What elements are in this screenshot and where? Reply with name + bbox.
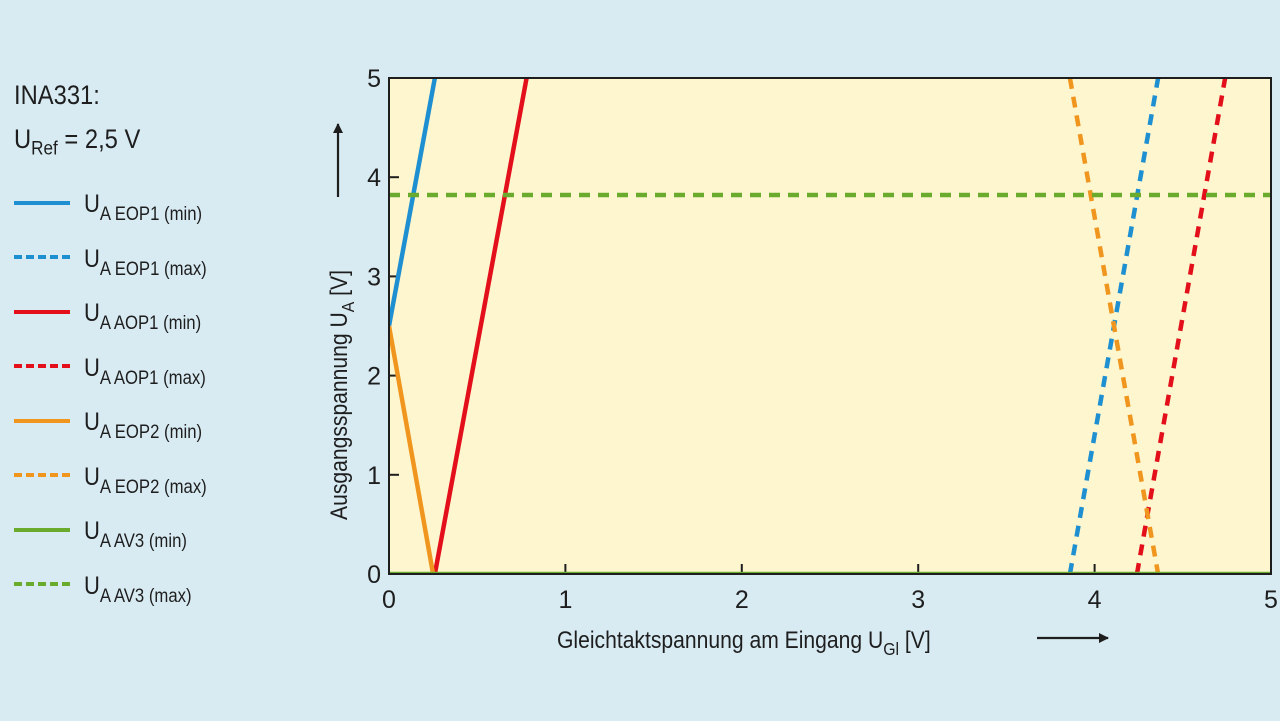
legend-swatch (14, 255, 70, 260)
legend-label-main: U (84, 571, 100, 600)
x-tick-label: 2 (735, 586, 749, 614)
legend-item: UA AOP1 (max) (14, 339, 314, 394)
legend-swatch (14, 364, 70, 369)
y-axis-label-main: Ausgangsspannung U (326, 312, 353, 520)
x-tick-label: 4 (1088, 586, 1102, 614)
series-line (432, 78, 529, 574)
x-tick-label: 3 (911, 586, 925, 614)
legend-swatch (14, 309, 70, 314)
legend-label-main: U (84, 353, 100, 382)
legend-label: UA AV3 (min) (84, 517, 187, 552)
legend-item: UA EOP2 (max) (14, 448, 314, 503)
legend-label-subscript: A EOP2 (max) (99, 476, 207, 498)
x-tick-label: 1 (558, 586, 572, 614)
legend-label-subscript: A AV3 (min) (99, 531, 187, 553)
y-tick-label: 1 (367, 462, 381, 490)
y-axis-label: Ausgangsspannung UA [V] (326, 270, 358, 520)
x-axis-label-main: Gleichtaktspannung am Eingang U (557, 627, 883, 654)
legend-item: UA EOP1 (max) (14, 230, 314, 285)
series-line (389, 78, 438, 327)
x-axis-label-subscript: Gl (883, 639, 899, 659)
plot-area (389, 78, 1271, 574)
legend-label: UA EOP1 (min) (84, 190, 202, 225)
y-axis-label-subscript: A (338, 301, 358, 312)
legend-swatch (14, 418, 70, 423)
legend-label: UA AV3 (max) (84, 571, 192, 607)
plot-frame (388, 77, 1272, 575)
legend-swatch (14, 473, 70, 478)
x-tick-label: 0 (382, 586, 396, 614)
series-group (389, 78, 1271, 574)
y-tick-label: 3 (367, 263, 381, 291)
y-tick-label: 4 (367, 164, 381, 192)
svg-text:Ausgangsspannung UA [V]: Ausgangsspannung UA [V] (326, 270, 358, 520)
x-axis-label-unit: [V] (899, 627, 931, 654)
reference-voltage-subscript: Ref (31, 137, 58, 160)
legend: INA331: URef = 2,5 V UA EOP1 (min) UA EOP… (14, 78, 314, 611)
reference-voltage-symbol: U (14, 124, 32, 154)
legend-label: UA AOP1 (max) (84, 353, 206, 389)
reference-voltage: URef = 2,5 V (14, 122, 278, 165)
legend-label-main: U (84, 517, 100, 546)
legend-label-main: U (84, 408, 100, 437)
legend-label: UA EOP1 (max) (84, 244, 207, 280)
svg-text:Gleichtaktspannung am Eingang: Gleichtaktspannung am Eingang UGl [V] (557, 627, 931, 659)
legend-label-main: U (84, 244, 100, 273)
y-tick-label: 0 (367, 561, 381, 589)
legend-swatch (14, 582, 70, 587)
x-tick-label: 5 (1264, 586, 1278, 614)
legend-label-main: U (84, 462, 100, 491)
legend-label: UA EOP2 (min) (84, 408, 202, 443)
tick-labels: 0 1 2 3 4 5 0 1 2 3 4 5 (367, 65, 1278, 614)
y-tick-label: 2 (367, 363, 381, 391)
legend-label-subscript: A AV3 (max) (99, 585, 192, 607)
legend-items: UA EOP1 (min) UA EOP1 (max) UA AOP1 (min) U… (14, 175, 314, 611)
legend-swatch (14, 527, 70, 532)
series-line (1067, 78, 1161, 574)
legend-label-main: U (84, 299, 100, 328)
legend-label: UA AOP1 (min) (84, 299, 201, 334)
legend-label-subscript: A EOP1 (max) (99, 258, 207, 280)
legend-item: UA EOP2 (min) (14, 393, 314, 448)
legend-swatch (14, 200, 70, 205)
legend-label-subscript: A AOP1 (max) (99, 367, 206, 389)
legend-label-main: U (84, 190, 100, 219)
legend-heading: INA331: (14, 80, 100, 110)
legend-label: UA EOP2 (max) (84, 462, 207, 498)
legend-item: UA AOP1 (min) (14, 284, 314, 339)
x-axis-label: Gleichtaktspannung am Eingang UGl [V] (557, 627, 931, 659)
y-tick-label: 5 (367, 65, 381, 93)
legend-item: UA AV3 (min) (14, 502, 314, 557)
y-axis-label-unit: [V] (326, 270, 353, 302)
legend-item: UA AV3 (max) (14, 557, 314, 612)
legend-label-subscript: A EOP1 (min) (99, 204, 203, 226)
series-line (1134, 78, 1228, 574)
legend-label-subscript: A EOP2 (min) (99, 422, 203, 444)
series-line (389, 325, 436, 574)
reference-voltage-value: = 2,5 V (57, 124, 141, 154)
legend-item: UA EOP1 (min) (14, 175, 314, 230)
legend-label-subscript: A AOP1 (min) (99, 313, 202, 335)
